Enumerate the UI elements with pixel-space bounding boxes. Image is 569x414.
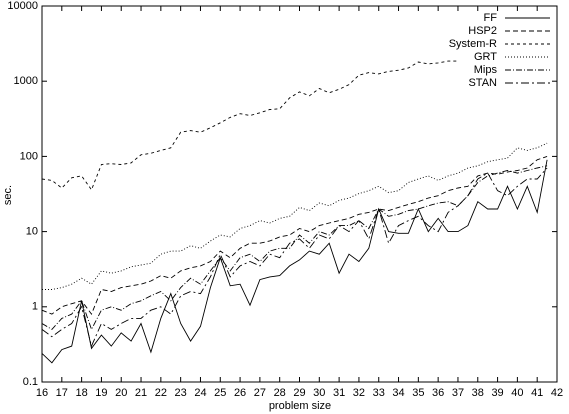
x-tick-label: 34 [392,387,404,399]
x-tick-label: 25 [214,387,226,399]
x-tick-label: 21 [135,387,147,399]
series-line [41,167,548,348]
x-tick-label: 29 [293,387,305,399]
y-axis-label: sec. [2,185,14,205]
series-line [42,142,548,290]
y-tick-label: 1 [32,301,38,313]
x-tick-label: 28 [274,387,286,399]
x-tick-label: 40 [511,387,523,399]
y-tick-label: 100 [20,150,38,162]
x-tick-label: 32 [353,387,365,399]
series-line [41,155,548,316]
y-tick-label: 10000 [7,0,38,12]
x-tick-label: 22 [155,387,167,399]
series-line [41,159,548,364]
x-tick-label: 20 [115,387,127,399]
legend-label: HSP2 [468,25,497,37]
legend-label: System-R [449,38,497,50]
x-tick-label: 35 [412,387,424,399]
x-tick-label: 17 [56,387,68,399]
x-tick-label: 33 [373,387,385,399]
x-tick-label: 38 [472,387,484,399]
legend-label: GRT [474,51,497,63]
x-tick-label: 26 [234,387,246,399]
x-tick-label: 16 [36,387,48,399]
x-axis-label: problem size [269,400,331,412]
y-tick-label: 0.1 [23,376,38,388]
x-tick-label: 24 [194,387,206,399]
legend-label: FF [484,12,498,24]
legend-label: Mips [474,64,498,76]
x-tick-label: 39 [491,387,503,399]
legend-label: STAN [468,77,497,89]
x-tick-label: 18 [75,387,87,399]
x-tick-label: 37 [452,387,464,399]
y-tick-label: 1000 [14,75,38,87]
x-tick-label: 36 [432,387,444,399]
x-tick-label: 23 [175,387,187,399]
y-tick-label: 10 [26,226,38,238]
x-tick-label: 30 [313,387,325,399]
x-tick-label: 42 [551,387,563,399]
x-tick-label: 27 [254,387,266,399]
series-line [41,165,548,331]
x-tick-label: 19 [95,387,107,399]
series-line [41,60,458,191]
x-tick-label: 41 [531,387,543,399]
x-tick-label: 31 [333,387,345,399]
